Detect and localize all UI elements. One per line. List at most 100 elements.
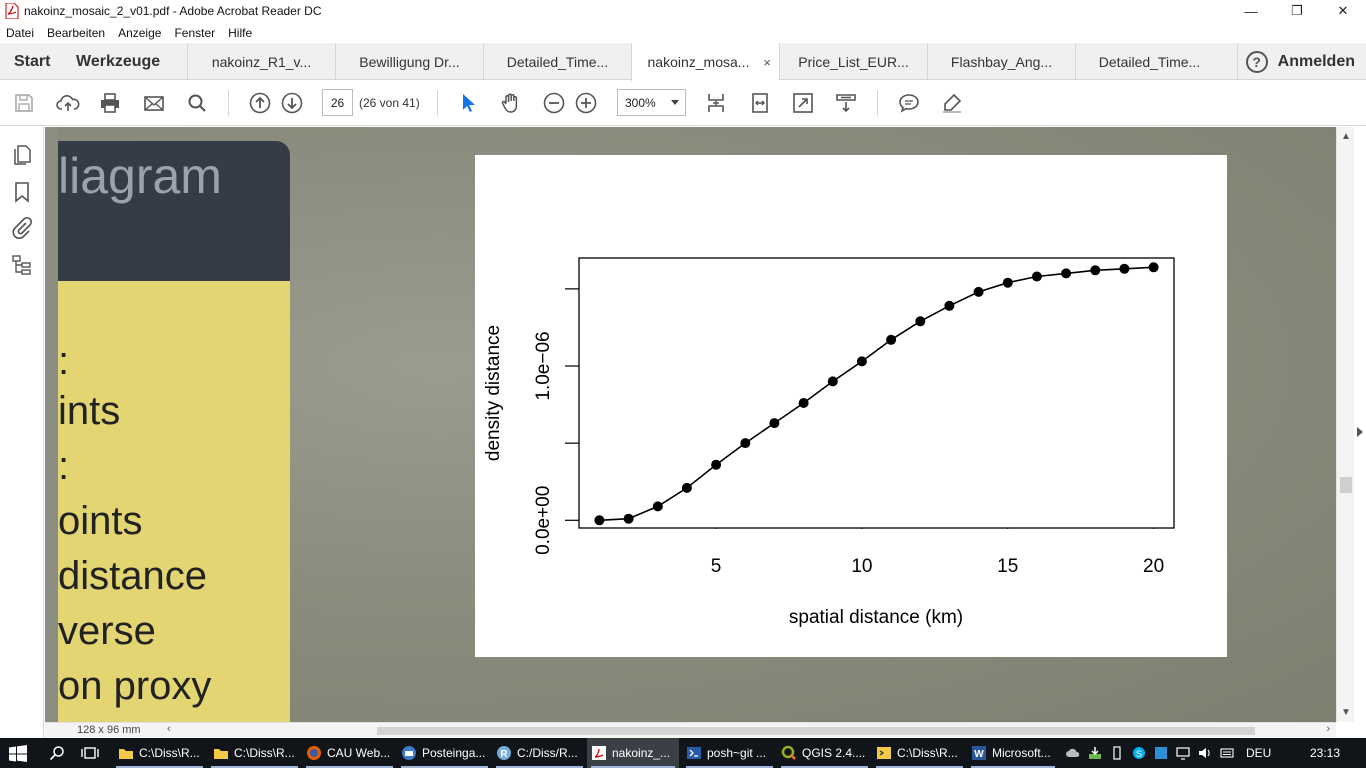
print-icon[interactable]	[97, 90, 123, 116]
volume-icon[interactable]	[1198, 746, 1212, 760]
maximize-button[interactable]: ❐	[1291, 3, 1303, 18]
language-indicator[interactable]: DEU	[1246, 746, 1272, 760]
document-tab[interactable]: Detailed_Time...	[483, 43, 631, 80]
page-thumbnails-icon[interactable]	[10, 143, 34, 167]
document-tab[interactable]: Bewilligung Dr...	[335, 43, 483, 80]
page-count: (26 von 41)	[359, 96, 420, 110]
bookmark-icon[interactable]	[10, 180, 34, 204]
tab-start[interactable]: Start	[14, 52, 51, 70]
taskbar-item[interactable]: R C:/Diss/R...	[492, 738, 587, 768]
skype-icon[interactable]: S	[1132, 746, 1146, 760]
document-tab[interactable]: Price_List_EUR...	[779, 43, 927, 80]
taskbar: C:\Diss\R... C:\Diss\R... CAU Web... Pos…	[0, 738, 1366, 768]
tab-werkzeuge[interactable]: Werkzeuge	[76, 52, 161, 70]
slide-text-line: :	[58, 339, 70, 383]
scroll-up-icon[interactable]: ▲	[1341, 131, 1351, 142]
attachment-icon[interactable]	[10, 216, 34, 240]
taskbar-item[interactable]: C:\Diss\R...	[872, 738, 967, 768]
network-icon[interactable]	[1176, 746, 1190, 760]
taskbar-item[interactable]: posh~git ...	[682, 738, 777, 768]
content-tree-icon[interactable]	[10, 253, 34, 277]
thunderbird-icon	[401, 745, 417, 761]
usb-icon[interactable]	[1110, 746, 1124, 760]
highlight-icon[interactable]	[939, 90, 965, 116]
taskbar-item-label: Posteinga...	[422, 746, 486, 760]
signin-button[interactable]: Anmelden	[1277, 52, 1355, 70]
system-tray: S DEU	[1062, 738, 1271, 768]
minimize-button[interactable]: —	[1244, 3, 1258, 19]
menu-hilfe[interactable]: Hilfe	[228, 25, 253, 40]
taskbar-item[interactable]: Posteinga...	[397, 738, 492, 768]
x-axis-label: spatial distance (km)	[789, 607, 963, 628]
taskbar-item[interactable]: W Microsoft...	[967, 738, 1059, 768]
full-screen-icon[interactable]	[790, 90, 816, 116]
close-window-button[interactable]: ✕	[1337, 3, 1349, 18]
previous-page-icon[interactable]	[247, 90, 273, 116]
clock[interactable]: 23:13	[1310, 738, 1340, 768]
x-tick-label: 10	[851, 556, 872, 577]
app-tray-icon[interactable]	[1154, 746, 1168, 760]
scroll-right-icon[interactable]: ›	[1326, 723, 1330, 735]
slide-body: : ints : oints distance verse on proxy	[58, 281, 290, 722]
zoom-value: 300%	[625, 95, 656, 110]
vertical-scrollbar[interactable]: ▲ ▼	[1336, 127, 1354, 722]
email-icon[interactable]	[141, 90, 167, 116]
menu-bearbeiten[interactable]: Bearbeiten	[47, 25, 106, 40]
y-axis: 0.0e+00 1.0e−06	[533, 288, 579, 555]
taskbar-item-active[interactable]: nakoinz_...	[587, 738, 679, 768]
fit-width-icon[interactable]	[747, 90, 773, 116]
zoom-select[interactable]: 300%	[617, 89, 686, 116]
zoom-out-icon[interactable]	[541, 90, 567, 116]
hand-tool-icon[interactable]	[498, 90, 524, 116]
firefox-icon	[306, 745, 322, 761]
scroll-down-icon[interactable]: ▼	[1341, 707, 1351, 718]
page-number-input[interactable]: 26	[322, 89, 353, 116]
download-icon[interactable]	[1088, 746, 1102, 760]
qgis-icon	[781, 745, 797, 761]
comment-icon[interactable]	[896, 90, 922, 116]
terminal-icon	[876, 745, 892, 761]
taskbar-item[interactable]: QGIS 2.4....	[777, 738, 872, 768]
select-tool-icon[interactable]	[455, 90, 481, 116]
taskbar-item[interactable]: C:\Diss\R...	[207, 738, 302, 768]
scrollbar-thumb[interactable]	[1340, 477, 1352, 493]
data-point	[681, 482, 692, 493]
document-tab-label: Detailed_Time...	[506, 53, 609, 70]
windows-start-icon[interactable]	[9, 745, 27, 762]
help-icon[interactable]: ?	[1245, 50, 1268, 73]
document-tab-label: Price_List_EUR...	[798, 53, 909, 70]
document-tab[interactable]: Detailed_Time...	[1075, 43, 1223, 80]
x-axis: 5 10 15 20	[711, 528, 1164, 577]
next-page-icon[interactable]	[279, 90, 305, 116]
taskbar-item-label: nakoinz_...	[612, 746, 671, 760]
taskbar-item-label: C:\Diss\R...	[139, 746, 200, 760]
close-tab-icon[interactable]: ×	[763, 54, 771, 70]
zoom-in-icon[interactable]	[573, 90, 599, 116]
cloud-icon[interactable]	[1066, 746, 1080, 760]
expand-right-pane-icon[interactable]	[1357, 427, 1363, 437]
task-view-icon[interactable]	[79, 738, 101, 768]
document-tab[interactable]: nakoinz_R1_v...	[187, 43, 335, 80]
slide-text-line: ints	[58, 389, 121, 433]
keyboard-icon[interactable]	[1220, 746, 1234, 760]
document-tab-active[interactable]: nakoinz_mosa... ×	[631, 43, 779, 81]
running-indicator	[781, 766, 868, 768]
save-icon[interactable]	[11, 90, 37, 116]
cloud-upload-icon[interactable]	[55, 90, 81, 116]
menu-anzeige[interactable]: Anzeige	[118, 25, 162, 40]
taskbar-item[interactable]: C:\Diss\R...	[112, 738, 207, 768]
horizontal-scrollbar-thumb[interactable]	[377, 727, 1255, 735]
running-indicator	[211, 766, 298, 768]
document-tab[interactable]: Flashbay_Ang...	[927, 43, 1075, 80]
data-point	[944, 300, 955, 311]
menu-datei[interactable]: Datei	[6, 25, 35, 40]
search-icon[interactable]	[46, 738, 68, 768]
fit-page-icon[interactable]	[703, 90, 729, 116]
running-indicator	[496, 766, 583, 768]
navigation-pane	[0, 127, 44, 738]
taskbar-item[interactable]: CAU Web...	[302, 738, 397, 768]
scroll-mode-icon[interactable]	[833, 90, 859, 116]
scroll-left-icon[interactable]: ‹	[167, 723, 171, 735]
menu-fenster[interactable]: Fenster	[174, 25, 216, 40]
search-icon[interactable]	[184, 90, 210, 116]
